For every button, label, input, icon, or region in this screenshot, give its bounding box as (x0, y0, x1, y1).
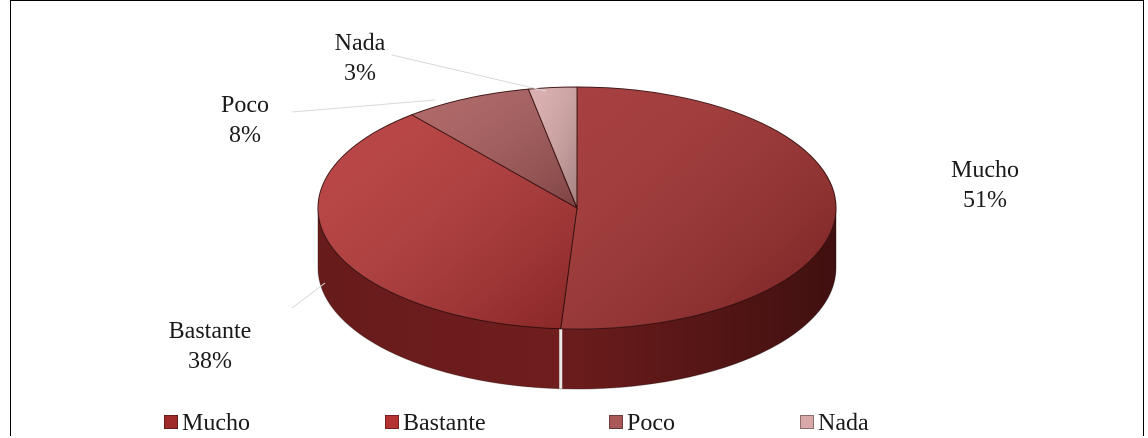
legend-swatch (385, 415, 399, 429)
legend-swatch (609, 415, 623, 429)
leader-line-nada (391, 54, 547, 92)
pie-slice-shade-mucho (560, 87, 837, 329)
legend-item-nada: Nada (800, 410, 869, 438)
data-label-poco: Poco 8% (205, 90, 285, 150)
data-label-bastante: Bastante 38% (150, 316, 270, 376)
data-label-category: Poco (221, 92, 269, 118)
legend-item-poco: Poco (609, 410, 675, 438)
data-label-mucho: Mucho 51% (925, 155, 1045, 215)
legend-label: Poco (627, 410, 675, 436)
data-label-percent: 38% (188, 348, 232, 374)
data-label-percent: 51% (963, 187, 1007, 213)
pie-side-shading (318, 208, 836, 389)
pie-slice-shade-nada (528, 87, 577, 208)
legend-swatch (164, 415, 178, 429)
leader-line-bastante (291, 282, 326, 309)
data-label-category: Mucho (951, 157, 1019, 183)
legend: Mucho Bastante Poco Nada (0, 406, 1148, 438)
legend-swatch (800, 415, 814, 429)
legend-item-mucho: Mucho (164, 410, 250, 438)
legend-item-bastante: Bastante (385, 410, 486, 438)
data-label-percent: 8% (229, 122, 261, 148)
legend-label: Mucho (182, 410, 250, 436)
pie-slice-shade-bastante (317, 114, 577, 329)
data-label-nada: Nada 3% (320, 28, 400, 88)
legend-label: Bastante (403, 410, 486, 436)
data-label-category: Nada (334, 30, 386, 56)
data-label-percent: 3% (344, 60, 376, 86)
legend-label: Nada (818, 410, 869, 436)
leader-line-poco (291, 99, 436, 113)
pie-slice-shade-poco (411, 89, 577, 208)
data-label-category: Bastante (168, 318, 252, 344)
